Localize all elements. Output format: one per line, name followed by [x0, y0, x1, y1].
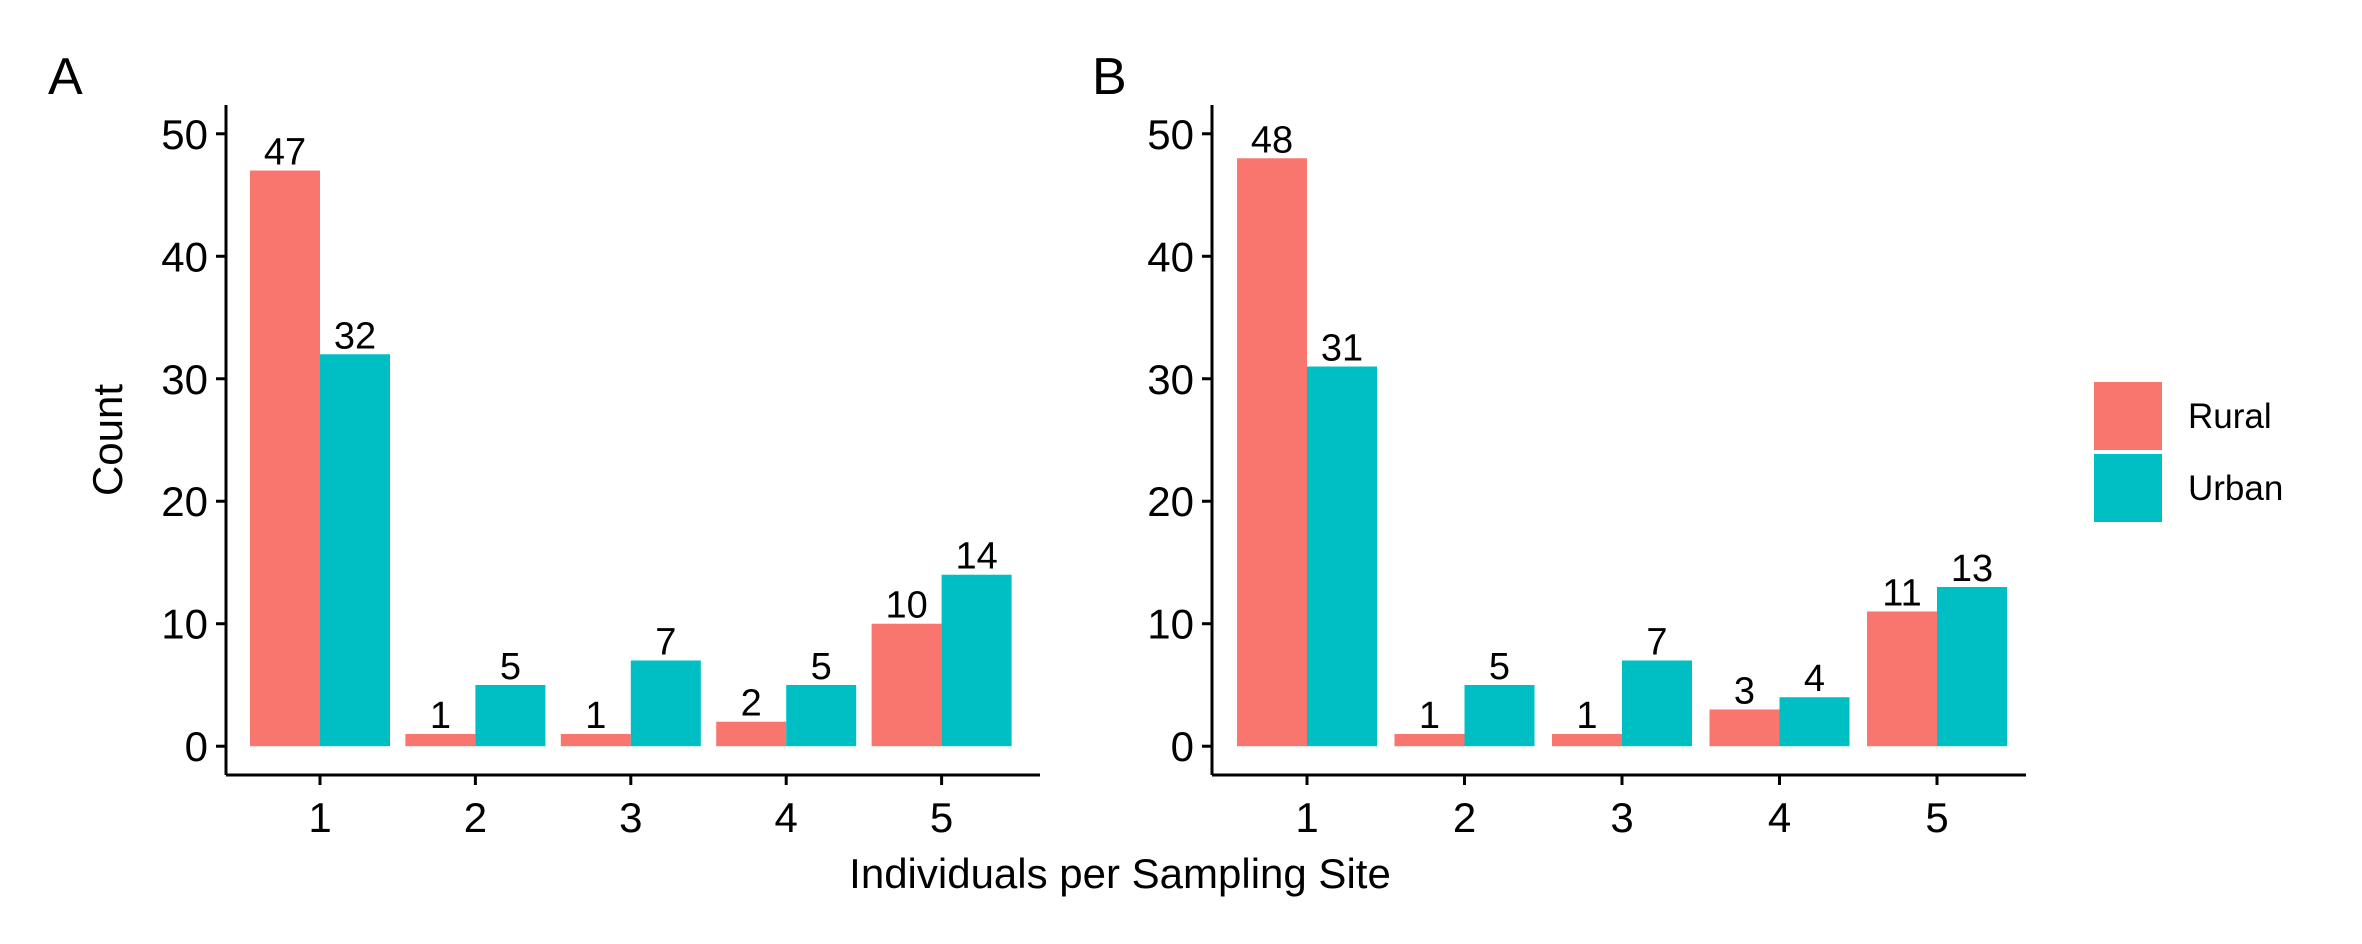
legend: Rural Urban [2094, 382, 2283, 522]
data-label: 1 [430, 695, 451, 737]
bar-urban-3 [1622, 660, 1692, 747]
data-label: 1 [1419, 695, 1440, 737]
bar-urban-5 [941, 574, 1012, 747]
y-tick-label: 20 [1147, 478, 1194, 525]
legend-label-urban: Urban [2188, 469, 2283, 508]
bar-urban-2 [475, 684, 546, 747]
panel-a: A 0 10 20 30 40 50 1 47 32 2 1 5 3 1 7 4 2 5 5 10 14 [48, 48, 1040, 841]
data-label: 1 [585, 695, 606, 737]
data-label: 4 [1804, 658, 1825, 700]
x-axis-title: Individuals per Sampling Site [849, 850, 1391, 897]
bar-rural-1 [250, 170, 320, 747]
bar-urban-2 [1464, 684, 1535, 747]
bar-rural-4 [1709, 709, 1780, 747]
x-tick-label: 5 [1925, 794, 1948, 841]
y-tick-label: 10 [1147, 601, 1194, 648]
y-tick-label: 0 [185, 723, 208, 770]
legend-key-rural [2094, 382, 2162, 450]
data-label: 31 [1321, 328, 1363, 370]
y-tick-label: 50 [1147, 111, 1194, 158]
x-tick-label: 3 [619, 794, 642, 841]
panel-label: B [1092, 48, 1127, 106]
y-tick-label: 40 [161, 233, 208, 280]
data-label: 5 [811, 646, 832, 688]
data-label: 7 [1646, 621, 1667, 663]
data-label: 3 [1734, 670, 1755, 712]
legend-label-rural: Rural [2188, 397, 2272, 436]
bar-urban-4 [1779, 697, 1850, 747]
data-label: 14 [955, 536, 997, 578]
bar-rural-4 [716, 721, 787, 747]
y-tick-label: 20 [161, 478, 208, 525]
data-label: 2 [741, 683, 762, 725]
bar-rural-5 [1867, 611, 1937, 747]
x-tick-label: 3 [1610, 794, 1633, 841]
y-tick-label: 30 [161, 356, 208, 403]
y-tick-label: 40 [1147, 233, 1194, 280]
x-tick-label: 5 [930, 794, 953, 841]
bar-urban-5 [1937, 586, 2007, 747]
data-label: 47 [264, 132, 306, 174]
bar-urban-1 [1307, 366, 1377, 747]
x-tick-label: 4 [775, 794, 798, 841]
x-tick-label: 2 [464, 794, 487, 841]
data-label: 10 [885, 585, 927, 627]
data-label: 11 [1882, 572, 1921, 614]
y-axis-title: Count [84, 384, 131, 496]
y-tick-label: 0 [1171, 723, 1194, 770]
legend-key-urban [2094, 454, 2162, 522]
bar-urban-1 [320, 354, 390, 747]
x-tick-label: 1 [1295, 794, 1318, 841]
y-tick-label: 10 [161, 601, 208, 648]
y-tick-label: 50 [161, 111, 208, 158]
data-label: 32 [334, 315, 376, 357]
data-label: 7 [655, 621, 676, 663]
bar-rural-1 [1237, 158, 1307, 747]
x-tick-label: 4 [1768, 794, 1791, 841]
bar-rural-3 [1552, 733, 1622, 747]
x-tick-label: 2 [1453, 794, 1476, 841]
bar-rural-2 [1394, 733, 1465, 747]
data-label: 48 [1251, 119, 1293, 161]
bar-rural-5 [871, 623, 942, 747]
bar-rural-3 [560, 733, 631, 747]
data-label: 1 [1576, 695, 1597, 737]
x-tick-label: 1 [308, 794, 331, 841]
bar-urban-4 [786, 684, 857, 747]
data-label: 13 [1951, 548, 1993, 590]
data-label: 5 [1489, 646, 1510, 688]
data-label: 5 [500, 646, 521, 688]
bar-rural-2 [405, 733, 476, 747]
bar-urban-3 [630, 660, 701, 747]
y-tick-label: 30 [1147, 356, 1194, 403]
panel-label: A [48, 48, 83, 106]
